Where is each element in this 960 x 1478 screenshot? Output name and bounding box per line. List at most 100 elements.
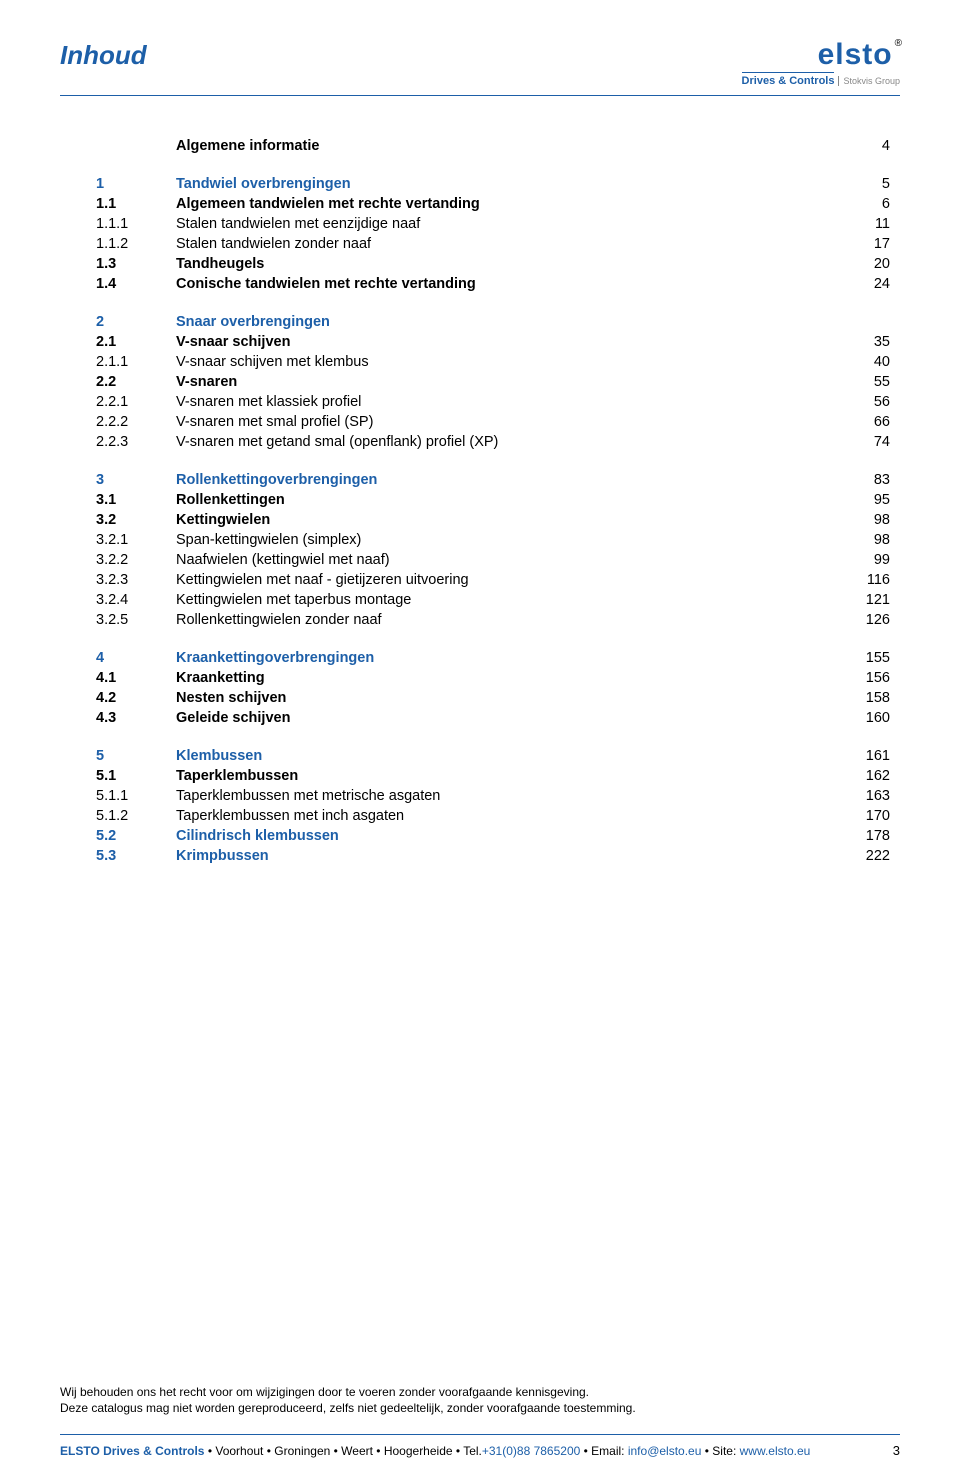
toc-page: 83: [842, 470, 890, 490]
toc-row: 4.1Kraanketting156: [96, 668, 890, 688]
toc-page: 222: [842, 846, 890, 866]
toc-page: 98: [842, 530, 890, 550]
toc-page: 99: [842, 550, 890, 570]
footer-locations: • Voorhout • Groningen • Weert • Hoogerh…: [204, 1444, 481, 1458]
toc-label: V-snaren met smal profiel (SP): [176, 412, 842, 432]
toc-row: 5.3Krimpbussen222: [96, 846, 890, 866]
toc-label: Klembussen: [176, 746, 842, 766]
toc-label: Algemeen tandwielen met rechte vertandin…: [176, 194, 842, 214]
toc-row: 1Tandwiel overbrengingen5: [96, 174, 890, 194]
toc-number: 3.2: [96, 510, 176, 530]
page-title: Inhoud: [60, 40, 147, 71]
toc-row: 1.1.1Stalen tandwielen met eenzijdige na…: [96, 214, 890, 234]
toc-section-gap: [96, 156, 890, 174]
footer-company: ELSTO Drives & Controls: [60, 1444, 204, 1458]
logo-main-line: elsto®: [742, 40, 900, 70]
toc-label: Tandwiel overbrengingen: [176, 174, 842, 194]
toc-number: 1.3: [96, 254, 176, 274]
toc-row: 2Snaar overbrengingen: [96, 312, 890, 332]
toc-row: 3.2.3Kettingwielen met naaf - gietijzere…: [96, 570, 890, 590]
toc-label: Stalen tandwielen met eenzijdige naaf: [176, 214, 842, 234]
toc-page: 56: [842, 392, 890, 412]
logo-block: elsto® Drives & ControlsStokvis Group: [742, 40, 900, 89]
footer-tel: +31(0)88 7865200: [482, 1444, 580, 1458]
toc-number: 1.4: [96, 274, 176, 294]
toc-row: 1.4Conische tandwielen met rechte vertan…: [96, 274, 890, 294]
toc-row: 2.2.2V-snaren met smal profiel (SP)66: [96, 412, 890, 432]
toc-label: Kettingwielen met naaf - gietijzeren uit…: [176, 570, 842, 590]
toc-number: 1.1.1: [96, 214, 176, 234]
toc-label: V-snaren met getand smal (openflank) pro…: [176, 432, 842, 452]
toc-number: 2.1: [96, 332, 176, 352]
toc-label: Kraankettingoverbrengingen: [176, 648, 842, 668]
toc-number: 5.3: [96, 846, 176, 866]
toc-label: V-snaren: [176, 372, 842, 392]
logo-main: elsto: [818, 38, 893, 71]
toc-number: 3.2.3: [96, 570, 176, 590]
toc-row: 5.1.2Taperklembussen met inch asgaten170: [96, 806, 890, 826]
toc-number: 1.1: [96, 194, 176, 214]
toc-page: 74: [842, 432, 890, 452]
logo-group: Stokvis Group: [838, 76, 900, 86]
toc-label: Naafwielen (kettingwiel met naaf): [176, 550, 842, 570]
toc-label: Conische tandwielen met rechte vertandin…: [176, 274, 842, 294]
toc-page: 98: [842, 510, 890, 530]
disclaimer: Wij behouden ons het recht voor om wijzi…: [60, 1384, 900, 1416]
disclaimer-line-1: Wij behouden ons het recht voor om wijzi…: [60, 1384, 900, 1400]
toc-label: Rollenkettingoverbrengingen: [176, 470, 842, 490]
toc-number: 5.2: [96, 826, 176, 846]
toc-row: 3.2Kettingwielen98: [96, 510, 890, 530]
toc-row: Algemene informatie4: [96, 136, 890, 156]
toc-label: Taperklembussen met metrische asgaten: [176, 786, 842, 806]
toc-page: 156: [842, 668, 890, 688]
toc-label: Rollenkettingen: [176, 490, 842, 510]
toc-row: 1.3Tandheugels20: [96, 254, 890, 274]
toc-section-gap: [96, 294, 890, 312]
toc-label: Cilindrisch klembussen: [176, 826, 842, 846]
footer-site: www.elsto.eu: [740, 1444, 811, 1458]
toc-page: 66: [842, 412, 890, 432]
toc-label: Kraanketting: [176, 668, 842, 688]
toc-page: 17: [842, 234, 890, 254]
toc-row: 2.1.1V-snaar schijven met klembus40: [96, 352, 890, 372]
toc-number: 5.1.1: [96, 786, 176, 806]
toc-number: 3.2.1: [96, 530, 176, 550]
toc-label: Algemene informatie: [176, 136, 842, 156]
toc-number: 5: [96, 746, 176, 766]
toc-page: 178: [842, 826, 890, 846]
toc-page: 40: [842, 352, 890, 372]
toc-number: 2: [96, 312, 176, 332]
toc-row: 3.2.1Span-kettingwielen (simplex)98: [96, 530, 890, 550]
toc-page: 24: [842, 274, 890, 294]
toc-row: 2.1V-snaar schijven35: [96, 332, 890, 352]
toc-page: 158: [842, 688, 890, 708]
toc-row: 5.1Taperklembussen162: [96, 766, 890, 786]
toc-row: 1.1Algemeen tandwielen met rechte vertan…: [96, 194, 890, 214]
toc-label: Rollenkettingwielen zonder naaf: [176, 610, 842, 630]
page-header: Inhoud elsto® Drives & ControlsStokvis G…: [60, 40, 900, 96]
toc-row: 5.2Cilindrisch klembussen178: [96, 826, 890, 846]
toc-label: Kettingwielen: [176, 510, 842, 530]
logo-sub-line: Drives & ControlsStokvis Group: [742, 70, 900, 89]
toc-number: 2.1.1: [96, 352, 176, 372]
toc-label: V-snaar schijven met klembus: [176, 352, 842, 372]
toc-row: 3.2.2Naafwielen (kettingwiel met naaf)99: [96, 550, 890, 570]
toc-page: 170: [842, 806, 890, 826]
toc-row: 3.2.4Kettingwielen met taperbus montage1…: [96, 590, 890, 610]
toc-page: 95: [842, 490, 890, 510]
footer-email-prefix: • Email:: [580, 1444, 628, 1458]
document-page: Inhoud elsto® Drives & ControlsStokvis G…: [0, 0, 960, 1478]
toc-number: 2.2.1: [96, 392, 176, 412]
toc-row: 1.1.2Stalen tandwielen zonder naaf17: [96, 234, 890, 254]
toc-row: 5Klembussen161: [96, 746, 890, 766]
toc-page: 155: [842, 648, 890, 668]
toc-label: Taperklembussen met inch asgaten: [176, 806, 842, 826]
toc-label: Stalen tandwielen zonder naaf: [176, 234, 842, 254]
toc-number: 1: [96, 174, 176, 194]
toc-label: Geleide schijven: [176, 708, 842, 728]
toc-row: 3.1Rollenkettingen95: [96, 490, 890, 510]
logo-subtitle: Drives & Controls: [742, 72, 835, 87]
toc-page: 160: [842, 708, 890, 728]
toc-page: 20: [842, 254, 890, 274]
toc-number: 2.2.2: [96, 412, 176, 432]
